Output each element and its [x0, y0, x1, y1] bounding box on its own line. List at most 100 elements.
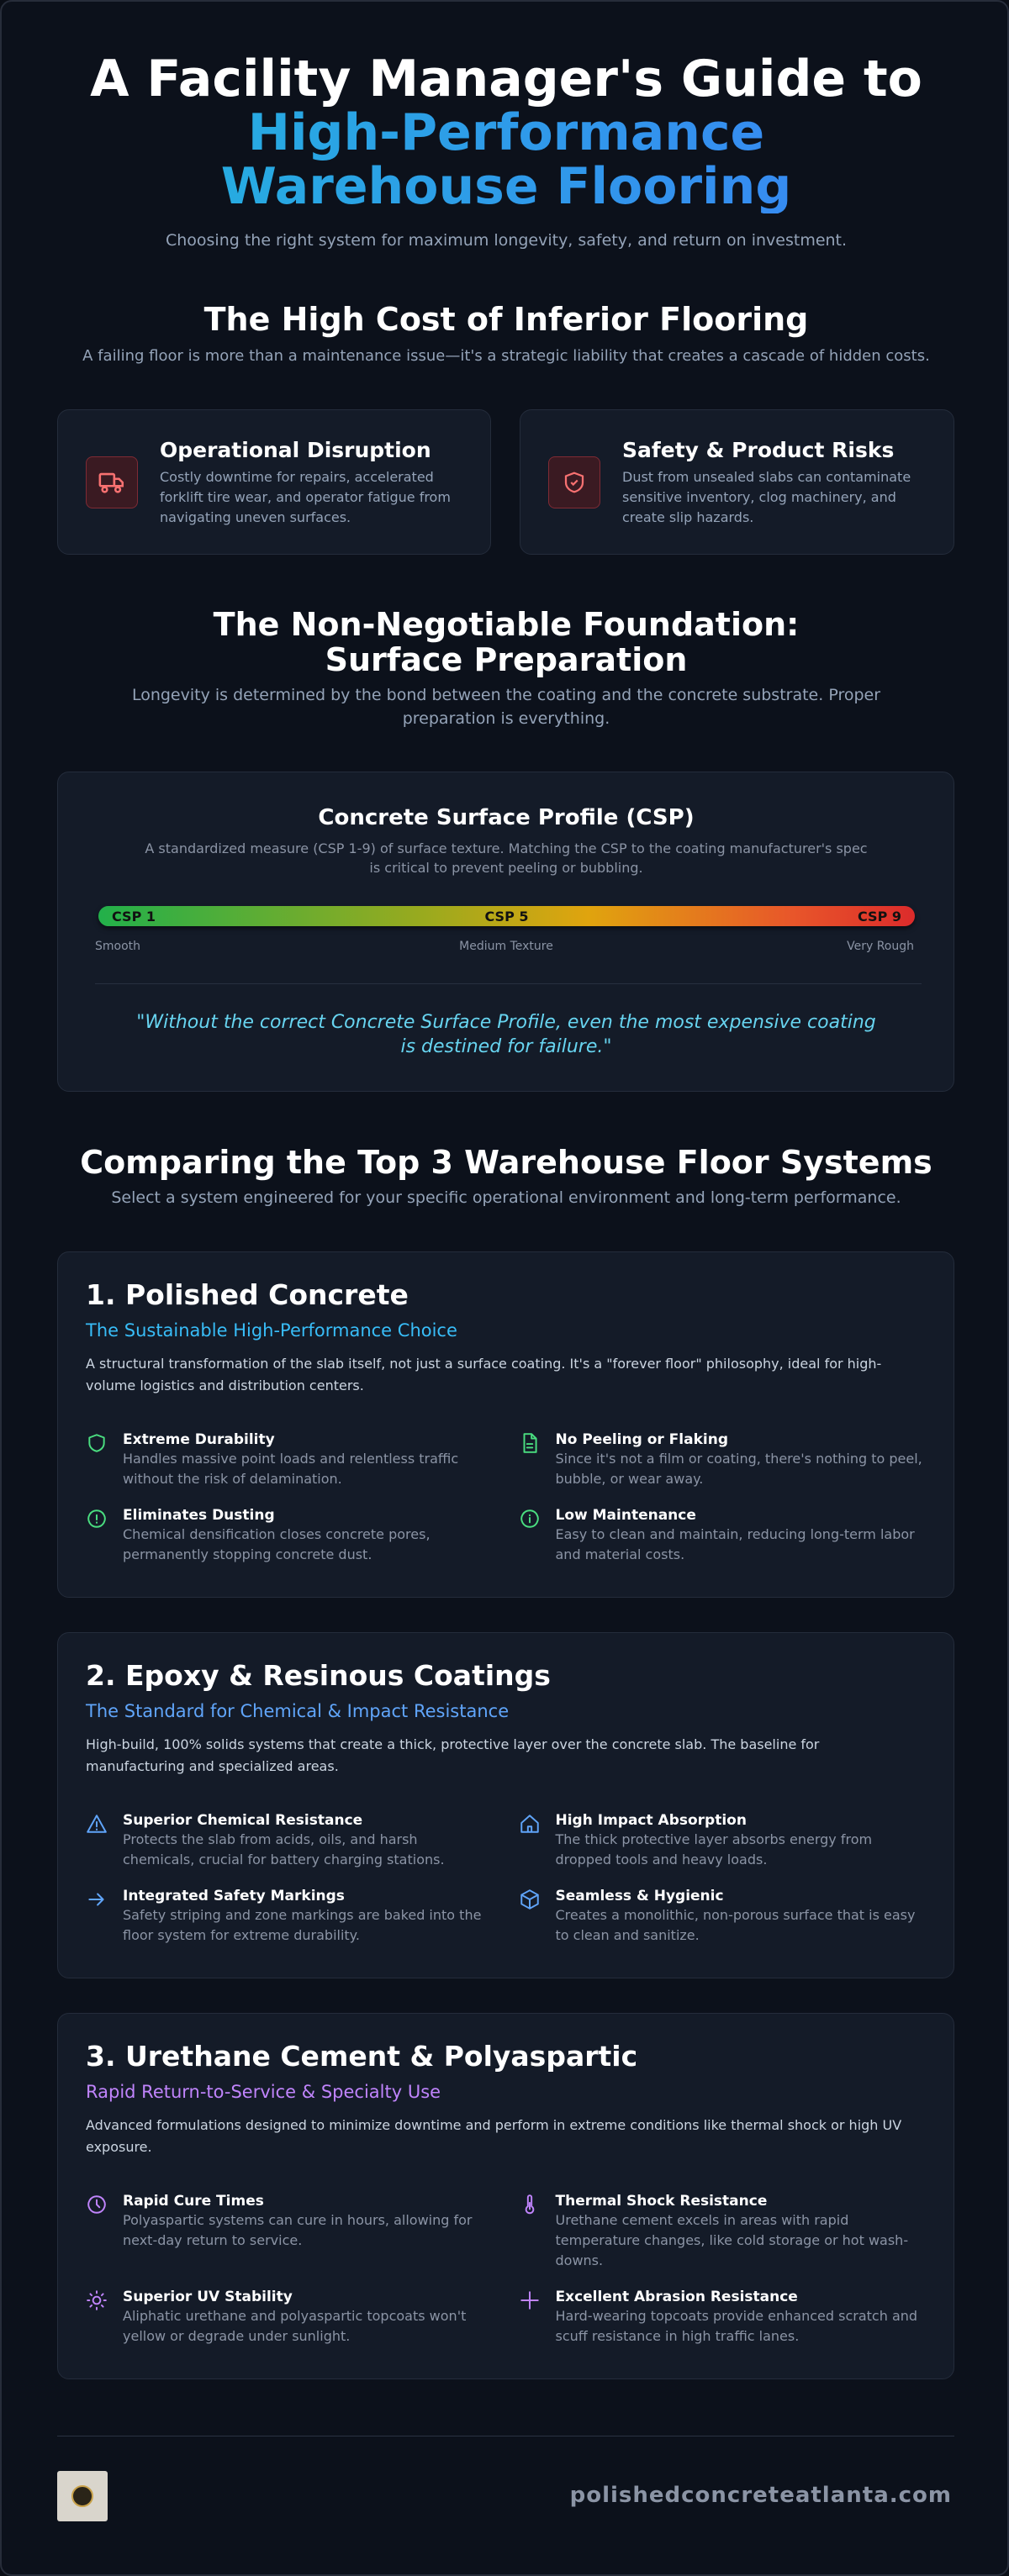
feature-body: No Peeling or Flaking Since it's not a fi… — [556, 1430, 927, 1489]
csp-title: Concrete Surface Profile (CSP) — [318, 805, 695, 830]
scale-label: CSP 5 — [484, 908, 529, 925]
feature-icon — [520, 1815, 539, 1833]
icon-path — [87, 2195, 106, 2214]
feature-title: Integrated Safety Markings — [123, 1888, 345, 1904]
card-title: Operational Disruption — [160, 438, 431, 462]
feature: Integrated Safety Markings Safety stripin… — [86, 1887, 494, 1946]
feature-icon — [520, 1509, 539, 1528]
system-card: 2. Epoxy & Resinous Coatings The Standard… — [57, 1632, 954, 1978]
icon-path — [520, 2291, 539, 2310]
feature-icon — [88, 1893, 104, 1906]
feature-title: Superior Chemical Resistance — [123, 1812, 363, 1829]
feature-icon — [87, 2195, 106, 2214]
feature-body: Low Maintenance Easy to clean and maintai… — [556, 1506, 927, 1565]
scale-label: CSP 9 — [858, 908, 901, 925]
feature-title: No Peeling or Flaking — [555, 1431, 729, 1448]
feature-icon — [523, 1433, 537, 1453]
feature-text: Urethane cement excels in areas with rap… — [555, 2212, 909, 2268]
feature-text: Protects the slab from acids, oils, and … — [123, 1831, 445, 1867]
feature-title: Superior UV Stability — [123, 2289, 293, 2305]
feature-title: Seamless & Hygienic — [555, 1888, 724, 1904]
feature: Eliminates Dusting Chemical densification… — [86, 1506, 494, 1565]
feature-text: Polyaspartic systems can cure in hours, … — [123, 2212, 473, 2248]
card-title: Safety & Product Risks — [622, 438, 895, 462]
feature-text: Since it's not a film or coating, there'… — [555, 1451, 922, 1487]
feature-title: Low Maintenance — [555, 1507, 696, 1524]
card-text: Dust from unsealed slabs can contaminate… — [622, 469, 911, 525]
feature-body: Rapid Cure Times Polyaspartic systems can… — [123, 2192, 494, 2271]
title: A Facility Manager's Guide to — [90, 50, 922, 108]
footer-url: polishedconcreteatlanta.com — [569, 2483, 952, 2508]
icon-path — [88, 1434, 105, 1452]
csp-card — [57, 772, 954, 1092]
feature-title: Rapid Cure Times — [123, 2193, 264, 2210]
feature: No Peeling or Flaking Since it's not a fi… — [519, 1430, 927, 1489]
system-title: 1. Polished Concrete — [86, 1278, 409, 1311]
feature: Thermal Shock Resistance Urethane cement … — [519, 2192, 927, 2271]
texture-label: Very Rough — [847, 940, 914, 953]
feature-text: Easy to clean and maintain, reducing lon… — [555, 1526, 915, 1562]
feature-text: Creates a monolithic, non-porous surface… — [555, 1907, 916, 1943]
texture-label: Medium Texture — [459, 940, 553, 953]
subtitle: Choosing the right system for maximum lo… — [165, 231, 848, 250]
feature-icon — [87, 1815, 107, 1833]
feature: Superior Chemical Resistance Protects the… — [86, 1811, 494, 1870]
feature-title: Thermal Shock Resistance — [555, 2193, 768, 2210]
system-title: 2. Epoxy & Resinous Coatings — [86, 1659, 551, 1692]
feature: Seamless & Hygienic Creates a monolithic,… — [519, 1887, 927, 1946]
scale-label: CSP 1 — [112, 908, 156, 925]
system-card: 1. Polished Concrete The Sustainable High… — [57, 1251, 954, 1598]
feature: Superior UV Stability Aliphatic urethane … — [86, 2288, 494, 2347]
icon-path — [87, 1815, 107, 1833]
texture-label: Smooth — [95, 940, 141, 953]
icon-path — [520, 1509, 539, 1528]
icon-path — [523, 1433, 537, 1453]
feature-grid: Superior Chemical Resistance Protects the… — [86, 1811, 926, 1946]
system-card: 3. Urethane Cement & Polyaspartic Rapid R… — [57, 2013, 954, 2379]
icon-path — [525, 2194, 534, 2215]
system-description: A structural transformation of the slab … — [86, 1356, 882, 1393]
feature-grid: Extreme Durability Handles massive point … — [86, 1430, 926, 1565]
cost-card: Operational Disruption Costly downtime f… — [57, 409, 491, 555]
header: A Facility Manager's Guide to High-Perfo… — [52, 52, 960, 252]
feature-body: Integrated Safety Markings Safety stripin… — [123, 1887, 494, 1946]
icon — [548, 456, 600, 508]
section-description: A failing floor is more than a maintenan… — [82, 347, 930, 365]
section-heading: The Non-Negotiable Foundation: Surface P… — [213, 606, 800, 678]
feature-icon — [525, 2194, 534, 2215]
section-description: Longevity is determined by the bond betw… — [131, 686, 881, 728]
feature-text: Chemical densification closes concrete p… — [123, 1526, 431, 1562]
feature-text: Hard-wearing topcoats provide enhanced s… — [555, 2308, 918, 2344]
icon — [86, 456, 138, 508]
feature: Rapid Cure Times Polyaspartic systems can… — [86, 2192, 494, 2271]
feature-text: The thick protective layer absorbs energ… — [555, 1831, 873, 1867]
icon-path — [520, 1889, 539, 1910]
feature: Low Maintenance Easy to clean and maintai… — [519, 1506, 927, 1565]
logo — [57, 2471, 108, 2521]
feature-body: Excellent Abrasion Resistance Hard-wearin… — [556, 2288, 927, 2347]
card-text: Costly downtime for repairs, accelerated… — [160, 469, 451, 525]
system-description: High-build, 100% solids systems that cre… — [86, 1736, 820, 1774]
feature-icon — [87, 1509, 106, 1528]
feature-body: High Impact Absorption The thick protecti… — [556, 1811, 927, 1870]
feature: Excellent Abrasion Resistance Hard-wearin… — [519, 2288, 927, 2347]
feature-body: Thermal Shock Resistance Urethane cement … — [556, 2192, 927, 2271]
csp-description: A standardized measure (CSP 1-9) of surf… — [145, 840, 868, 876]
feature-body: Superior Chemical Resistance Protects the… — [123, 1811, 494, 1870]
csp-scale: CSP 1 CSP 5 CSP 9 — [98, 906, 915, 926]
section-heading: Comparing the Top 3 Warehouse Floor Syst… — [80, 1144, 932, 1181]
system-description: Advanced formulations designed to minimi… — [86, 2117, 902, 2155]
system-subtitle: The Sustainable High-Performance Choice — [86, 1320, 457, 1341]
feature-icon — [520, 2291, 539, 2310]
system-title: 3. Urethane Cement & Polyaspartic — [86, 2040, 638, 2073]
divider — [95, 983, 922, 984]
icon-path — [520, 1815, 539, 1833]
feature-icon — [87, 2290, 107, 2310]
feature-body: Superior UV Stability Aliphatic urethane … — [123, 2288, 494, 2347]
feature-title: Eliminates Dusting — [123, 1507, 275, 1524]
feature-grid: Rapid Cure Times Polyaspartic systems can… — [86, 2192, 926, 2347]
feature-title: Extreme Durability — [123, 1431, 275, 1448]
feature-icon — [520, 1889, 539, 1910]
feature-body: Extreme Durability Handles massive point … — [123, 1430, 494, 1489]
